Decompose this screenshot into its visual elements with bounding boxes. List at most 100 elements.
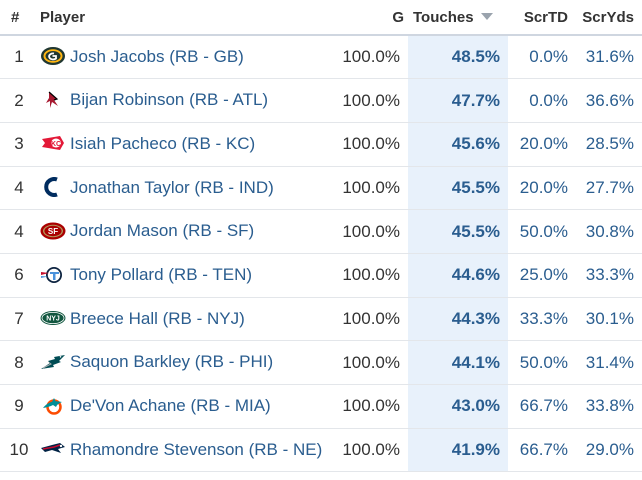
rank-cell: 9: [0, 384, 38, 429]
table-body: 1 Josh Jacobs (RB - GB) 100.0% 48.5% 0.0…: [0, 35, 642, 473]
scryds-column-header[interactable]: ScrYds: [576, 0, 642, 36]
touches-cell: 48.5%: [408, 35, 508, 80]
dolphins-logo-icon: [40, 396, 66, 416]
player-cell: Jonathan Taylor (RB - IND): [38, 166, 338, 211]
g-column-header[interactable]: G: [338, 0, 408, 36]
scryds-cell: 30.8%: [576, 209, 642, 254]
player-cell: Rhamondre Stevenson (RB - NE): [38, 428, 338, 473]
player-cell: Bijan Robinson (RB - ATL): [38, 78, 338, 123]
scrtd-cell: 66.7%: [508, 428, 576, 473]
rank-column-header[interactable]: #: [0, 0, 38, 36]
scryds-cell: 29.0%: [576, 428, 642, 473]
player-cell: Tony Pollard (RB - TEN): [38, 253, 338, 298]
scrtd-cell: 20.0%: [508, 166, 576, 211]
chiefs-logo-icon: KC: [40, 133, 66, 153]
touches-cell: 44.1%: [408, 340, 508, 385]
g-cell: 100.0%: [338, 340, 408, 385]
player-link[interactable]: Bijan Robinson (RB - ATL): [70, 90, 269, 110]
table-row: 10 Rhamondre Stevenson (RB - NE) 100.0% …: [0, 428, 642, 473]
player-cell: KC Isiah Pacheco (RB - KC): [38, 122, 338, 167]
scryds-cell: 28.5%: [576, 122, 642, 167]
player-cell: SF Jordan Mason (RB - SF): [38, 209, 338, 254]
player-link[interactable]: Josh Jacobs (RB - GB): [70, 46, 244, 66]
rank-cell: 2: [0, 78, 38, 123]
scrtd-cell: 33.3%: [508, 297, 576, 342]
scrtd-cell: 0.0%: [508, 78, 576, 123]
scrtd-cell: 66.7%: [508, 384, 576, 429]
scryds-cell: 31.4%: [576, 340, 642, 385]
touches-cell: 41.9%: [408, 428, 508, 473]
table-row: 4 SF Jordan Mason (RB - SF) 100.0% 45.5%…: [0, 209, 642, 254]
g-cell: 100.0%: [338, 122, 408, 167]
player-column-header[interactable]: Player: [38, 0, 338, 36]
g-cell: 100.0%: [338, 78, 408, 123]
rank-cell: 4: [0, 209, 38, 254]
colts-logo-icon: [40, 177, 66, 198]
rank-cell: 4: [0, 166, 38, 211]
touches-column-header[interactable]: Touches: [408, 0, 508, 36]
scryds-cell: 30.1%: [576, 297, 642, 342]
svg-text:SF: SF: [48, 227, 58, 236]
rank-cell: 1: [0, 35, 38, 80]
touches-cell: 45.5%: [408, 166, 508, 211]
player-cell: Josh Jacobs (RB - GB): [38, 35, 338, 80]
rank-cell: 7: [0, 297, 38, 342]
g-cell: 100.0%: [338, 166, 408, 211]
rank-cell: 10: [0, 428, 38, 473]
49ers-logo-icon: SF: [40, 221, 66, 241]
touches-column-label: Touches: [413, 8, 474, 26]
touches-cell: 47.7%: [408, 78, 508, 123]
scrtd-cell: 0.0%: [508, 35, 576, 80]
player-link[interactable]: Breece Hall (RB - NYJ): [70, 308, 245, 328]
rank-cell: 6: [0, 253, 38, 298]
player-link[interactable]: De'Von Achane (RB - MIA): [70, 396, 271, 416]
jets-logo-icon: NYJ: [40, 308, 66, 328]
g-cell: 100.0%: [338, 35, 408, 80]
titans-logo-icon: [40, 265, 66, 285]
scrtd-cell: 50.0%: [508, 340, 576, 385]
g-cell: 100.0%: [338, 297, 408, 342]
table-row: 4 Jonathan Taylor (RB - IND) 100.0% 45.5…: [0, 166, 642, 211]
table-header: # Player G Touches ScrTD ScrYds: [0, 0, 642, 36]
touches-cell: 45.5%: [408, 209, 508, 254]
scryds-cell: 31.6%: [576, 35, 642, 80]
table-row: 6 Tony Pollard (RB - TEN) 100.0% 44.6% 2…: [0, 253, 642, 298]
player-link[interactable]: Saquon Barkley (RB - PHI): [70, 352, 274, 372]
touches-cell: 43.0%: [408, 384, 508, 429]
scryds-cell: 33.8%: [576, 384, 642, 429]
player-link[interactable]: Isiah Pacheco (RB - KC): [70, 133, 256, 153]
svg-text:NYJ: NYJ: [46, 316, 60, 323]
scryds-cell: 36.6%: [576, 78, 642, 123]
scrtd-cell: 50.0%: [508, 209, 576, 254]
scrtd-column-header[interactable]: ScrTD: [508, 0, 576, 36]
rank-cell: 3: [0, 122, 38, 167]
player-link[interactable]: Tony Pollard (RB - TEN): [70, 265, 253, 285]
touches-cell: 44.3%: [408, 297, 508, 342]
sort-descending-icon: [480, 13, 493, 21]
g-cell: 100.0%: [338, 384, 408, 429]
player-link[interactable]: Jordan Mason (RB - SF): [70, 221, 255, 241]
table-row: 9 De'Von Achane (RB - MIA) 100.0% 43.0% …: [0, 384, 642, 429]
table-row: 3 KC Isiah Pacheco (RB - KC) 100.0% 45.6…: [0, 122, 642, 167]
g-cell: 100.0%: [338, 428, 408, 473]
g-cell: 100.0%: [338, 253, 408, 298]
rank-cell: 8: [0, 340, 38, 385]
g-cell: 100.0%: [338, 209, 408, 254]
touches-cell: 45.6%: [408, 122, 508, 167]
scrtd-cell: 25.0%: [508, 253, 576, 298]
eagles-logo-icon: [40, 352, 66, 372]
table-row: 7 NYJ Breece Hall (RB - NYJ) 100.0% 44.3…: [0, 297, 642, 342]
table-row: 2 Bijan Robinson (RB - ATL) 100.0% 47.7%…: [0, 78, 642, 123]
player-link[interactable]: Rhamondre Stevenson (RB - NE): [70, 439, 323, 459]
player-cell: Saquon Barkley (RB - PHI): [38, 340, 338, 385]
svg-text:KC: KC: [51, 141, 61, 148]
table-row: 1 Josh Jacobs (RB - GB) 100.0% 48.5% 0.0…: [0, 35, 642, 80]
patriots-logo-icon: [40, 439, 66, 459]
table-row: 8 Saquon Barkley (RB - PHI) 100.0% 44.1%…: [0, 340, 642, 385]
scryds-cell: 27.7%: [576, 166, 642, 211]
packers-logo-icon: [40, 46, 66, 66]
player-cell: De'Von Achane (RB - MIA): [38, 384, 338, 429]
touches-cell: 44.6%: [408, 253, 508, 298]
player-link[interactable]: Jonathan Taylor (RB - IND): [70, 177, 274, 197]
